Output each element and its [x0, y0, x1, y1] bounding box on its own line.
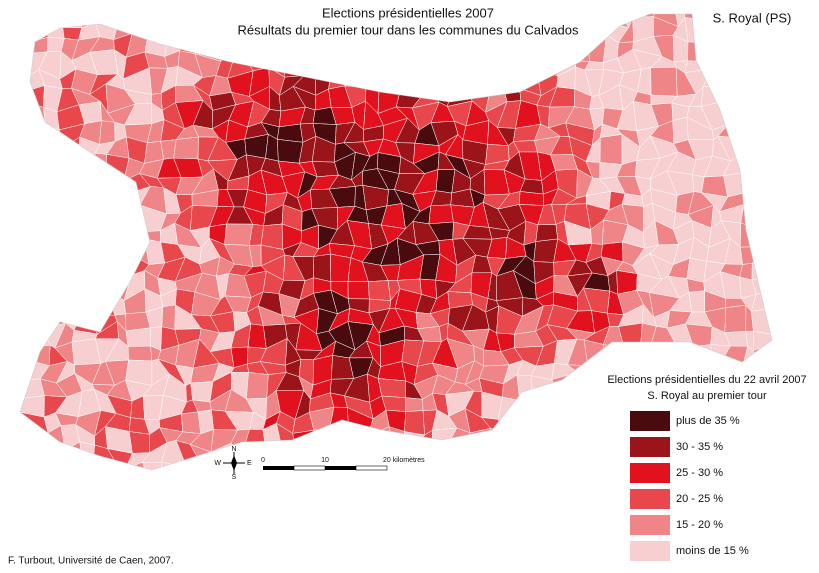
commune: [127, 345, 153, 362]
commune: [161, 304, 176, 330]
commune: [245, 372, 269, 400]
map-title: Elections présidentielles 2007: [322, 5, 494, 20]
legend-swatch: [630, 463, 670, 483]
scale-label: 20 kilomètres: [383, 457, 425, 464]
commune: [686, 257, 707, 283]
commune: [752, 330, 772, 351]
commune: [535, 224, 559, 242]
commune: [599, 134, 623, 165]
compass: N S E W: [214, 446, 252, 481]
legend-swatch: [630, 541, 670, 561]
scale-bar: 0 10 20 kilomètres: [261, 457, 425, 471]
legend-label: 30 - 35 %: [676, 441, 723, 453]
commune: [128, 431, 151, 454]
legend-swatch: [630, 515, 670, 535]
commune: [518, 191, 544, 206]
commune: [368, 280, 391, 301]
legend-label: plus de 35 %: [676, 415, 740, 427]
commune: [688, 290, 706, 313]
scale-seg: [355, 465, 388, 471]
legend: plus de 35 % 30 - 35 % 25 - 30 % 20 - 25 % 1…: [630, 411, 749, 561]
commune: [173, 136, 199, 160]
legend-swatch: [630, 437, 670, 457]
scale-seg: [325, 466, 356, 470]
scale-label: 10: [321, 457, 329, 464]
commune: [99, 120, 116, 145]
scale-seg: [293, 465, 326, 471]
candidate-label: S. Royal (PS): [713, 10, 792, 25]
commune: [330, 253, 352, 282]
compass-w: W: [214, 460, 221, 467]
compass-s: S: [232, 474, 237, 481]
compass-n: N: [231, 446, 236, 453]
commune: [224, 223, 253, 246]
commune: [404, 410, 425, 436]
commune: [405, 397, 424, 412]
legend-label: 25 - 30 %: [676, 467, 723, 479]
legend-label: 15 - 20 %: [676, 519, 723, 531]
commune: [277, 139, 304, 164]
compass-e: E: [247, 460, 252, 467]
scale-label: 0: [261, 457, 265, 464]
commune: [650, 66, 678, 97]
commune: [428, 204, 454, 225]
credit: F. Turbout, Université de Caen, 2007.: [8, 556, 174, 567]
legend-label: moins de 15 %: [676, 545, 749, 557]
commune: [125, 327, 151, 347]
commune: [724, 304, 747, 333]
legend-title: Elections présidentielles du 22 avril 20…: [607, 374, 806, 386]
commune: [672, 116, 689, 145]
map-subtitle: Résultats du premier tour dans les commu…: [237, 22, 579, 37]
legend-label: 20 - 25 %: [676, 493, 723, 505]
scale-seg: [263, 466, 294, 470]
legend-subtitle: S. Royal au premier tour: [647, 390, 767, 402]
compass-star: [231, 455, 237, 471]
commune: [190, 381, 214, 403]
commune: [181, 411, 202, 435]
legend-swatch: [630, 411, 670, 431]
department-outline: [19, 13, 773, 471]
commune: [347, 281, 370, 300]
legend-swatch: [630, 489, 670, 509]
commune: [377, 378, 406, 398]
commune: [313, 253, 332, 283]
